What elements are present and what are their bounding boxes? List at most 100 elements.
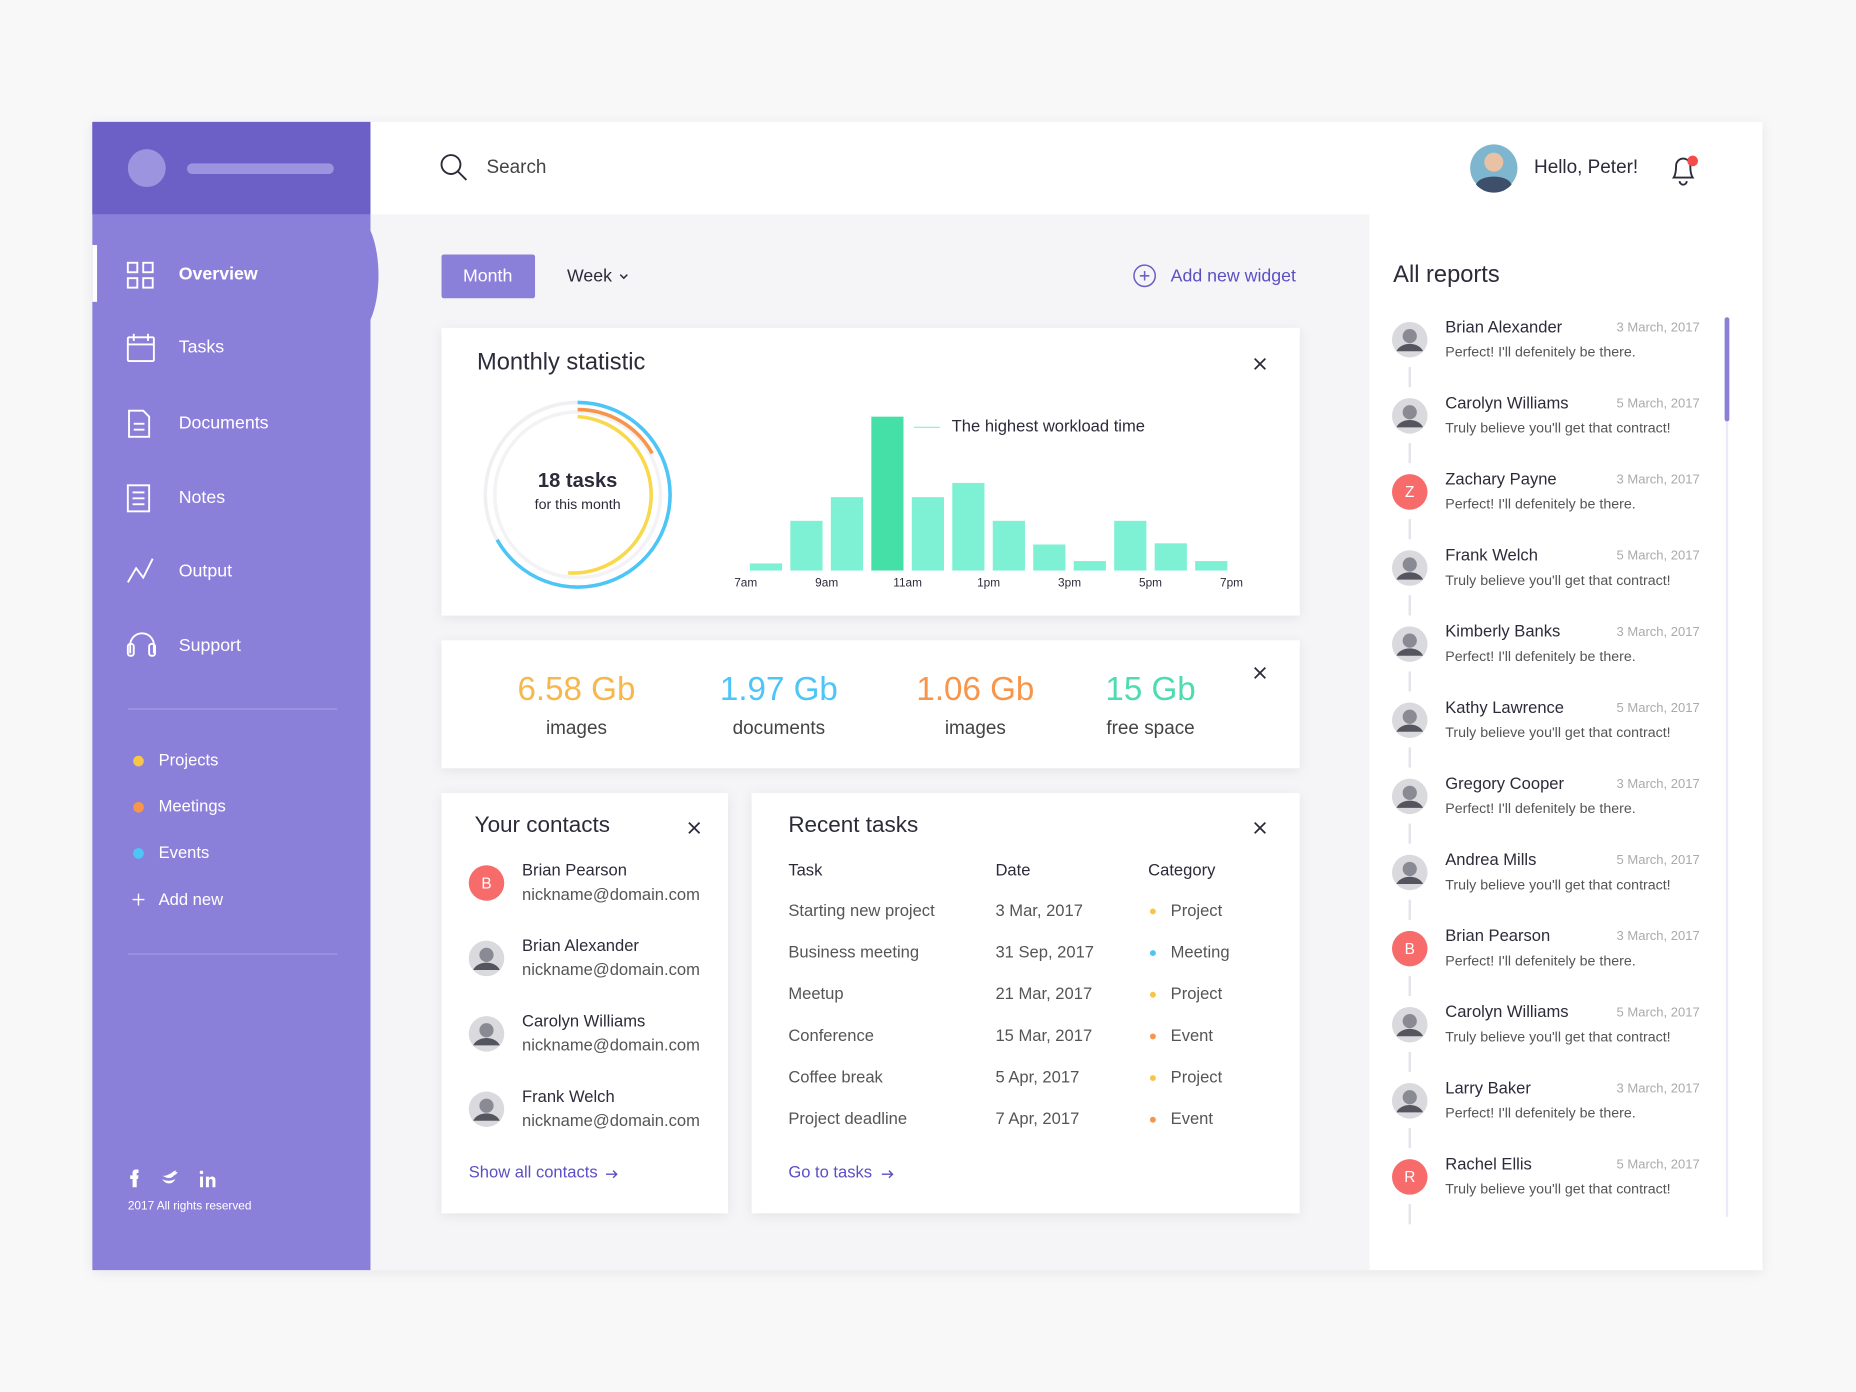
report-name[interactable]: Zachary Payne: [1445, 469, 1556, 488]
avatar-face: [1402, 785, 1417, 800]
nav-item[interactable]: Output: [179, 560, 232, 580]
search-icon: [457, 170, 468, 181]
storage-value: 6.58 Gb: [518, 671, 636, 708]
report-date: 3 March, 2017: [1617, 472, 1700, 487]
tasks-link[interactable]: Go to tasks: [788, 1162, 872, 1181]
logo: [127, 149, 166, 188]
report-name[interactable]: Larry Baker: [1445, 1078, 1531, 1097]
avatar-face: [1402, 405, 1417, 420]
contact-name[interactable]: Carolyn Williams: [522, 1011, 645, 1030]
contacts-link[interactable]: Show all contacts: [469, 1162, 598, 1181]
avatar-body: [473, 1038, 500, 1046]
bar: [871, 416, 904, 571]
report-name[interactable]: Gregory Cooper: [1445, 774, 1564, 793]
report-name[interactable]: Carolyn Williams: [1445, 393, 1568, 412]
report-date: 5 March, 2017: [1617, 395, 1700, 410]
task-category: Project: [1171, 1067, 1223, 1086]
task-date: 21 Mar, 2017: [995, 984, 1092, 1003]
reports-panel: [1369, 214, 1763, 1271]
contact-name[interactable]: Frank Welch: [522, 1087, 615, 1106]
storage-value: 15 Gb: [1105, 671, 1195, 708]
add-widget[interactable]: Add new widget: [1171, 266, 1296, 286]
report-message: Perfect! I'll defenitely be there.: [1445, 1106, 1635, 1122]
report-name[interactable]: Andrea Mills: [1445, 850, 1536, 869]
avatar-face: [1402, 1090, 1417, 1105]
report-message: Truly believe you'll get that contract!: [1445, 877, 1670, 893]
report-date: 5 March, 2017: [1617, 852, 1700, 867]
avatar: [1392, 930, 1428, 967]
logo-bar: [187, 163, 334, 174]
bar: [952, 482, 985, 571]
report-name[interactable]: Frank Welch: [1445, 546, 1538, 565]
label-item[interactable]: Meetings: [159, 797, 226, 816]
contacts-title: Your contacts: [475, 812, 610, 837]
report-message: Truly believe you'll get that contract!: [1445, 1182, 1670, 1198]
avatar-body: [1396, 420, 1424, 428]
nav-item[interactable]: Support: [179, 635, 241, 655]
donut-label: for this month: [535, 497, 621, 513]
report-name[interactable]: Kimberly Banks: [1445, 622, 1560, 641]
search-input[interactable]: Search: [486, 157, 546, 178]
avatar-initial: B: [1405, 941, 1415, 958]
notification-dot: [1687, 155, 1698, 167]
report-name[interactable]: Rachel Ellis: [1445, 1154, 1532, 1173]
report-date: 5 March, 2017: [1617, 1157, 1700, 1172]
label-dot: [133, 755, 144, 767]
avatar-body: [1396, 876, 1424, 885]
label-item[interactable]: Projects: [159, 750, 219, 769]
contact-name[interactable]: Brian Pearson: [522, 861, 627, 880]
avatar-face: [1402, 861, 1417, 877]
nav-item[interactable]: Overview: [179, 263, 258, 283]
avatar-body: [1396, 572, 1424, 580]
avatar-body: [1396, 800, 1424, 808]
reports-title: All reports: [1393, 262, 1499, 288]
task-category: Event: [1171, 1026, 1214, 1045]
task-name: Coffee break: [788, 1067, 883, 1086]
task-date: 7 Apr, 2017: [995, 1109, 1079, 1128]
sidebar: [92, 121, 379, 1271]
category-dot: [1149, 1075, 1156, 1082]
tasks-title: Recent tasks: [788, 812, 918, 837]
scrollbar[interactable]: [1724, 317, 1730, 422]
search-icon: [440, 154, 462, 175]
report-message: Perfect! I'll defenitely be there.: [1445, 953, 1635, 969]
report-name[interactable]: Brian Alexander: [1445, 317, 1562, 336]
label-item[interactable]: Events: [159, 843, 210, 862]
report-message: Truly believe you'll get that contract!: [1445, 1029, 1670, 1045]
avatar-face: [479, 1023, 494, 1038]
bar: [790, 520, 823, 571]
avatar-body: [1396, 343, 1424, 352]
report-date: 3 March, 2017: [1617, 928, 1700, 943]
stat-title: Monthly statistic: [477, 350, 645, 376]
storage-card: [441, 640, 1300, 769]
x-tick-label: 7am: [734, 576, 757, 590]
avatar: [468, 865, 505, 901]
legend-text: The highest workload time: [952, 417, 1145, 436]
avatar-body: [473, 1113, 500, 1121]
avatar-face: [479, 1098, 494, 1113]
report-name[interactable]: Brian Pearson: [1445, 926, 1550, 945]
avatar-face: [1402, 329, 1417, 344]
column-header: Category: [1148, 861, 1216, 880]
report-name[interactable]: Kathy Lawrence: [1445, 698, 1564, 717]
week-dropdown[interactable]: Week: [567, 266, 612, 286]
nav-item[interactable]: Tasks: [179, 337, 224, 357]
contact-name[interactable]: Brian Alexander: [522, 936, 639, 955]
nav-item[interactable]: Documents: [179, 412, 269, 432]
report-message: Truly believe you'll get that contract!: [1445, 421, 1670, 437]
footer: 2017 All rights reserved: [128, 1198, 252, 1212]
report-name[interactable]: Carolyn Williams: [1445, 1002, 1568, 1021]
avatar-face: [1402, 557, 1417, 572]
arrow: [881, 1170, 894, 1179]
bell-icon[interactable]: [1671, 157, 1695, 186]
avatar-body: [1396, 724, 1424, 732]
task-name: Meetup: [788, 984, 843, 1003]
task-name: Project deadline: [788, 1109, 907, 1128]
caret: [619, 274, 628, 280]
nav-item[interactable]: Notes: [179, 487, 225, 507]
add-new[interactable]: Add new: [159, 890, 223, 909]
month-button[interactable]: [441, 254, 536, 299]
user-avatar-face: [1484, 152, 1504, 172]
arrow: [606, 1170, 618, 1179]
